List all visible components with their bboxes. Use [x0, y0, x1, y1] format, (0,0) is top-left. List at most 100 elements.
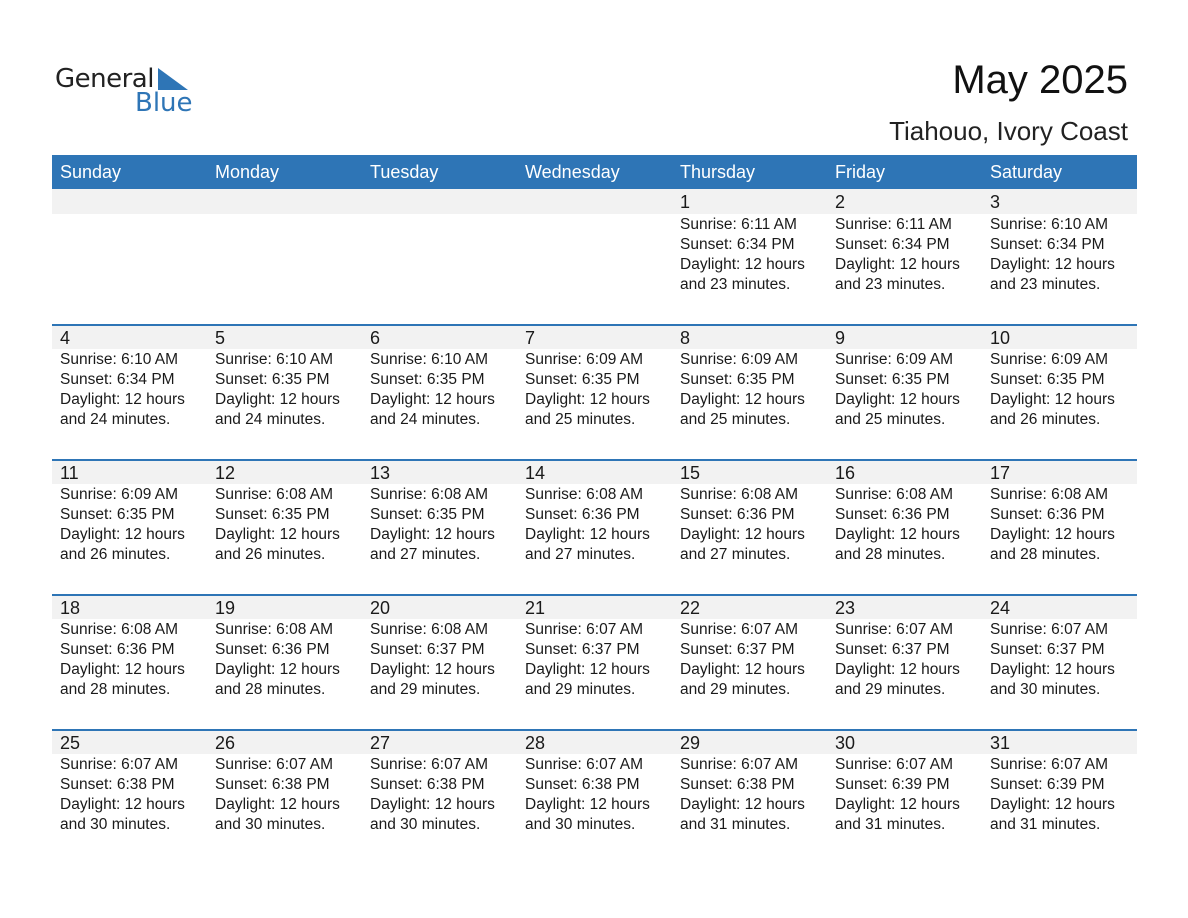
sunset-text: Sunset: 6:36 PM — [680, 506, 795, 523]
sunrise-text: Sunrise: 6:08 AM — [215, 621, 334, 638]
sunrise-text: Sunrise: 6:07 AM — [835, 756, 954, 773]
day-number: 31 — [990, 733, 1011, 753]
daylight-text: Daylight: 12 hours — [680, 256, 805, 273]
day-number: 10 — [990, 328, 1011, 348]
day-cell: 29 Sunrise: 6:07 AM Sunset: 6:38 PM Dayligh… — [672, 731, 827, 835]
day-cell: 17 Sunrise: 6:08 AM Sunset: 6:36 PM Dayligh… — [982, 461, 1137, 565]
sunrise-text: Sunrise: 6:10 AM — [990, 216, 1109, 233]
day-number: 29 — [680, 733, 701, 753]
day-cell: 7 Sunrise: 6:09 AM Sunset: 6:35 PM Daylight… — [517, 326, 672, 430]
daylight-text: Daylight: 12 hours — [990, 526, 1115, 543]
daylight-text: Daylight: 12 hours — [990, 256, 1115, 273]
day-cell: 12 Sunrise: 6:08 AM Sunset: 6:35 PM Dayligh… — [207, 461, 362, 565]
week-row: 11 Sunrise: 6:09 AM Sunset: 6:35 PM Dayligh… — [52, 459, 1137, 594]
sunset-text: Sunset: 6:38 PM — [215, 776, 330, 793]
daylight-text: Daylight: 12 hours — [215, 796, 340, 813]
day-cell: 15 Sunrise: 6:08 AM Sunset: 6:36 PM Dayligh… — [672, 461, 827, 565]
daylight-text: Daylight: 12 hours — [60, 661, 185, 678]
sunset-text: Sunset: 6:34 PM — [60, 371, 175, 388]
daylight-text: Daylight: 12 hours — [370, 661, 495, 678]
sunset-text: Sunset: 6:35 PM — [370, 371, 485, 388]
day-cell: 26 Sunrise: 6:07 AM Sunset: 6:38 PM Dayligh… — [207, 731, 362, 835]
daylight-text: Daylight: 12 hours — [835, 796, 960, 813]
day-number: 25 — [60, 733, 81, 753]
daylight-text: Daylight: 12 hours — [835, 391, 960, 408]
day-cell: 19 Sunrise: 6:08 AM Sunset: 6:36 PM Dayligh… — [207, 596, 362, 700]
day-cell: 27 Sunrise: 6:07 AM Sunset: 6:38 PM Dayligh… — [362, 731, 517, 835]
sunrise-text: Sunrise: 6:09 AM — [835, 351, 954, 368]
day-number: 30 — [835, 733, 856, 753]
date-band — [52, 461, 1137, 484]
day-number: 20 — [370, 598, 391, 618]
sunset-text: Sunset: 6:36 PM — [990, 506, 1105, 523]
day-cell: 31 Sunrise: 6:07 AM Sunset: 6:39 PM Dayligh… — [982, 731, 1137, 835]
daylight-text: Daylight: 12 hours — [990, 796, 1115, 813]
minutes-text: and 28 minutes. — [60, 681, 171, 698]
logo-general: General — [55, 64, 154, 94]
sunrise-text: Sunrise: 6:07 AM — [525, 756, 644, 773]
day-number: 7 — [525, 328, 536, 348]
day-cell: 10 Sunrise: 6:09 AM Sunset: 6:35 PM Dayligh… — [982, 326, 1137, 430]
minutes-text: and 31 minutes. — [835, 816, 946, 833]
weekday-tuesday: Tuesday — [370, 162, 439, 182]
weekday-saturday: Saturday — [990, 162, 1063, 182]
minutes-text: and 29 minutes. — [525, 681, 636, 698]
day-number: 5 — [215, 328, 226, 348]
week-row: 1 Sunrise: 6:11 AM Sunset: 6:34 PM Daylight… — [52, 189, 1137, 324]
day-cell: 9 Sunrise: 6:09 AM Sunset: 6:35 PM Daylight… — [827, 326, 982, 430]
sunrise-text: Sunrise: 6:07 AM — [60, 756, 179, 773]
daylight-text: Daylight: 12 hours — [215, 391, 340, 408]
day-number: 11 — [60, 463, 79, 483]
daylight-text: Daylight: 12 hours — [215, 526, 340, 543]
sunset-text: Sunset: 6:36 PM — [60, 641, 175, 658]
day-cell: 25 Sunrise: 6:07 AM Sunset: 6:38 PM Dayligh… — [52, 731, 207, 835]
sunset-text: Sunset: 6:35 PM — [835, 371, 950, 388]
sunset-text: Sunset: 6:37 PM — [525, 641, 640, 658]
day-cell: 21 Sunrise: 6:07 AM Sunset: 6:37 PM Dayligh… — [517, 596, 672, 700]
sunset-text: Sunset: 6:35 PM — [525, 371, 640, 388]
minutes-text: and 25 minutes. — [835, 411, 946, 428]
sunrise-text: Sunrise: 6:08 AM — [990, 486, 1109, 503]
day-number: 1 — [680, 192, 691, 212]
day-number: 21 — [525, 598, 546, 618]
day-number: 18 — [60, 598, 81, 618]
sunrise-text: Sunrise: 6:07 AM — [680, 756, 799, 773]
sunset-text: Sunset: 6:35 PM — [215, 371, 330, 388]
sunset-text: Sunset: 6:37 PM — [990, 641, 1105, 658]
minutes-text: and 24 minutes. — [60, 411, 171, 428]
sunset-text: Sunset: 6:38 PM — [370, 776, 485, 793]
day-cell: 28 Sunrise: 6:07 AM Sunset: 6:38 PM Dayligh… — [517, 731, 672, 835]
sunset-text: Sunset: 6:37 PM — [835, 641, 950, 658]
minutes-text: and 24 minutes. — [215, 411, 326, 428]
day-cell: 1 Sunrise: 6:11 AM Sunset: 6:34 PM Daylight… — [672, 189, 827, 295]
day-cell: 30 Sunrise: 6:07 AM Sunset: 6:39 PM Dayligh… — [827, 731, 982, 835]
sunset-text: Sunset: 6:36 PM — [835, 506, 950, 523]
minutes-text: and 28 minutes. — [835, 546, 946, 563]
minutes-text: and 31 minutes. — [990, 816, 1101, 833]
daylight-text: Daylight: 12 hours — [525, 796, 650, 813]
minutes-text: and 30 minutes. — [215, 816, 326, 833]
daylight-text: Daylight: 12 hours — [525, 526, 650, 543]
day-number: 24 — [990, 598, 1011, 618]
day-number: 9 — [835, 328, 846, 348]
sunrise-text: Sunrise: 6:10 AM — [370, 351, 489, 368]
sunrise-text: Sunrise: 6:09 AM — [680, 351, 799, 368]
sunset-text: Sunset: 6:35 PM — [215, 506, 330, 523]
day-cell: 14 Sunrise: 6:08 AM Sunset: 6:36 PM Dayligh… — [517, 461, 672, 565]
weekday-wednesday: Wednesday — [525, 162, 620, 182]
sunrise-text: Sunrise: 6:08 AM — [370, 621, 489, 638]
day-cell: 22 Sunrise: 6:07 AM Sunset: 6:37 PM Dayligh… — [672, 596, 827, 700]
day-number: 28 — [525, 733, 546, 753]
minutes-text: and 23 minutes. — [835, 276, 946, 293]
sunrise-text: Sunrise: 6:10 AM — [60, 351, 179, 368]
minutes-text: and 30 minutes. — [525, 816, 636, 833]
sunset-text: Sunset: 6:34 PM — [680, 236, 795, 253]
sunset-text: Sunset: 6:34 PM — [835, 236, 950, 253]
sunrise-text: Sunrise: 6:08 AM — [835, 486, 954, 503]
sunset-text: Sunset: 6:37 PM — [370, 641, 485, 658]
minutes-text: and 29 minutes. — [835, 681, 946, 698]
minutes-text: and 30 minutes. — [990, 681, 1101, 698]
sunset-text: Sunset: 6:38 PM — [525, 776, 640, 793]
sunset-text: Sunset: 6:35 PM — [370, 506, 485, 523]
daylight-text: Daylight: 12 hours — [680, 526, 805, 543]
